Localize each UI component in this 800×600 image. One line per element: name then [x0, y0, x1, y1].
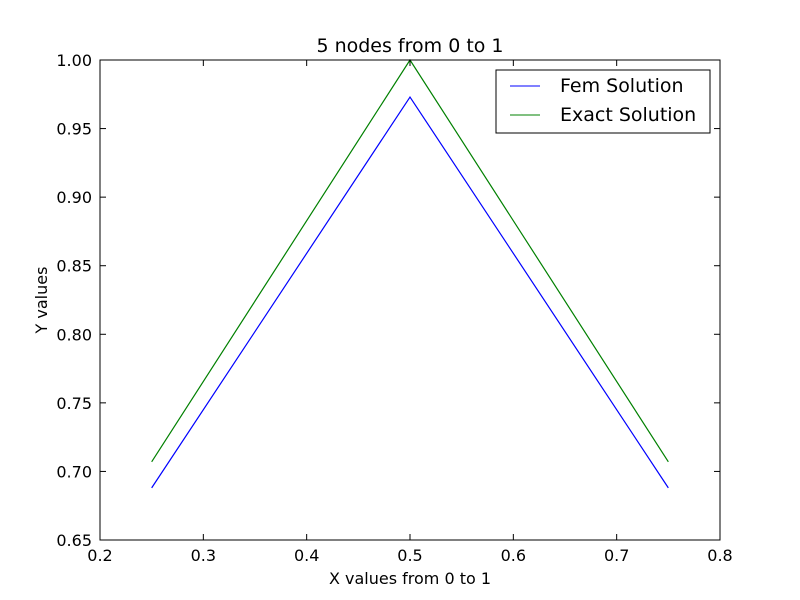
- legend-label-fem-solution: Fem Solution: [560, 75, 684, 97]
- x-tick-label: 0.8: [707, 546, 732, 565]
- x-tick-label: 0.4: [294, 546, 319, 565]
- y-tick-label: 0.70: [56, 462, 92, 481]
- x-tick-label: 0.3: [191, 546, 216, 565]
- y-axis-label: Y values: [32, 267, 51, 335]
- y-tick-label: 0.95: [56, 120, 92, 139]
- x-tick-label: 0.7: [604, 546, 629, 565]
- y-tick-label: 0.80: [56, 325, 92, 344]
- x-axis-label: X values from 0 to 1: [329, 569, 491, 588]
- y-tick-label: 1.00: [56, 51, 92, 70]
- x-tick-label: 0.2: [87, 546, 112, 565]
- y-tick-label: 0.90: [56, 188, 92, 207]
- y-tick-label: 0.65: [56, 531, 92, 550]
- x-tick-label: 0.6: [501, 546, 526, 565]
- legend-box: [495, 69, 711, 134]
- y-tick-label: 0.75: [56, 394, 92, 413]
- tick-layer: 0.2 0.3 0.4 0.5 0.6 0.7 0.8 0.65 0.70 0.75 0.80 0.8…: [56, 51, 732, 565]
- legend-label-exact-solution: Exact Solution: [560, 104, 696, 126]
- chart-title: 5 nodes from 0 to 1: [316, 35, 503, 57]
- x-tick-label: 0.5: [397, 546, 422, 565]
- y-tick-label: 0.85: [56, 257, 92, 276]
- series-line-fem-solution: [151, 95, 669, 489]
- legend: Fem Solution Exact Solution: [495, 69, 711, 134]
